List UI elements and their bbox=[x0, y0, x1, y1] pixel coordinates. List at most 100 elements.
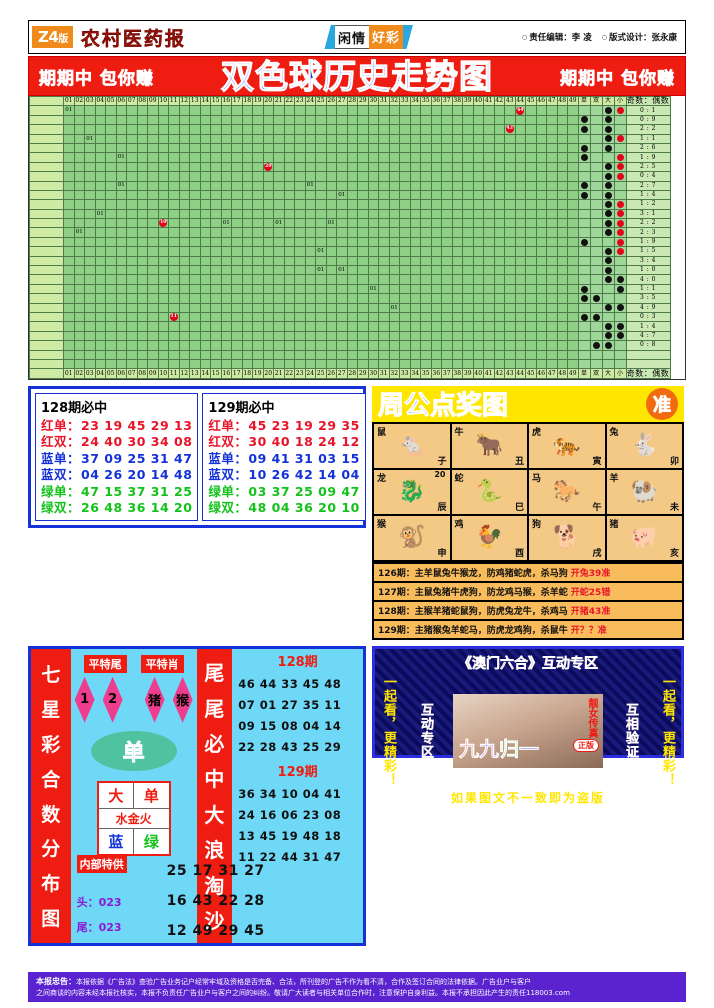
ad-verified-badge: 正版 bbox=[573, 738, 599, 752]
ad-left-inner: 互动专区 bbox=[418, 702, 433, 759]
grid-cell bbox=[178, 236, 190, 248]
grid-cell bbox=[84, 180, 96, 191]
grid-cell bbox=[493, 208, 505, 220]
grid-side-cell bbox=[589, 199, 603, 210]
grid-side-cell bbox=[589, 218, 603, 229]
indicator-dot bbox=[604, 163, 612, 171]
grid-side-header: 大 bbox=[601, 95, 615, 107]
grid-cell bbox=[273, 283, 285, 295]
grid-row bbox=[29, 358, 671, 370]
grid-cell bbox=[535, 208, 547, 220]
grid-cell bbox=[94, 199, 106, 210]
grid-cell bbox=[252, 114, 264, 126]
grid-cell bbox=[210, 180, 222, 191]
grid-cell bbox=[231, 152, 243, 163]
grid-side-header: 小 bbox=[613, 95, 627, 107]
grid-cell bbox=[210, 152, 222, 163]
inner-num-row-3: 12 49 29 45 bbox=[166, 922, 265, 939]
grid-cell bbox=[367, 152, 379, 163]
grid-cell bbox=[388, 349, 400, 360]
grid-side-cell bbox=[601, 265, 615, 276]
grid-cell bbox=[199, 208, 211, 220]
grid-cell bbox=[315, 236, 327, 248]
grid-cell bbox=[189, 180, 201, 191]
grid-cell bbox=[535, 302, 547, 314]
grid-cell bbox=[462, 265, 474, 276]
grid-cell bbox=[472, 236, 484, 248]
grid-cell bbox=[189, 340, 201, 351]
grid-cell bbox=[283, 311, 295, 323]
grid-row: 4 : 0 bbox=[29, 274, 671, 285]
grid-cell bbox=[472, 124, 484, 135]
grid-cell bbox=[126, 236, 138, 248]
grid-side-cell bbox=[577, 105, 591, 116]
grid-cell bbox=[189, 349, 201, 360]
grid-cell bbox=[126, 330, 138, 342]
grid-cell bbox=[273, 302, 285, 314]
grid-cell bbox=[525, 302, 537, 314]
grid-cell bbox=[567, 171, 579, 182]
grid-cell bbox=[378, 171, 390, 182]
grid-cell bbox=[157, 152, 169, 163]
grid-cell bbox=[241, 180, 253, 191]
zodiac-header: 周公点奖图 准 bbox=[372, 385, 684, 422]
grid-side-cell bbox=[577, 349, 591, 360]
grid-cell bbox=[168, 330, 180, 342]
vertical-title-char: 七 bbox=[41, 664, 61, 687]
grid-cell bbox=[73, 180, 85, 191]
grid-cell bbox=[157, 189, 169, 201]
grid-side-cell bbox=[601, 274, 615, 285]
indicator-dot bbox=[616, 285, 624, 293]
grid-cell bbox=[315, 227, 327, 238]
grid-cell bbox=[336, 321, 348, 332]
grid-cell bbox=[346, 246, 358, 257]
grid-side-cell bbox=[589, 227, 603, 238]
musthit-line-numbers: 04 26 20 14 48 bbox=[81, 467, 193, 483]
grid-cell bbox=[399, 199, 411, 210]
grid-cell bbox=[525, 218, 537, 229]
grid-cell bbox=[483, 142, 495, 154]
grid-cell bbox=[399, 236, 411, 248]
indicator-dot bbox=[604, 210, 612, 218]
zodiac-cell: 马 🐎 午 bbox=[529, 469, 605, 514]
grid-cell bbox=[336, 152, 348, 163]
grid-cell bbox=[346, 293, 358, 304]
grid-cell bbox=[241, 255, 253, 267]
grid-cell bbox=[105, 218, 117, 229]
grid-cell bbox=[336, 274, 348, 285]
grid-cell bbox=[357, 189, 369, 201]
grid-cell bbox=[178, 199, 190, 210]
grid-cell bbox=[409, 189, 421, 201]
grid-cell bbox=[136, 358, 148, 370]
zodiac-animal-icon: 🐇 bbox=[630, 433, 658, 459]
grid-row: 0 : 8 bbox=[29, 340, 671, 351]
grid-cell bbox=[115, 311, 127, 323]
period-128-rows: 46 44 33 45 48 07 01 27 35 11 09 15 08 04 … bbox=[234, 677, 361, 754]
grid-cell: 11 bbox=[168, 311, 180, 323]
grid-cell bbox=[399, 302, 411, 314]
grid-cell bbox=[231, 218, 243, 229]
grid-cell bbox=[283, 236, 295, 248]
grid-cell bbox=[546, 330, 558, 342]
grid-cell bbox=[399, 358, 411, 370]
grid-cell bbox=[252, 311, 264, 323]
indicator-dot bbox=[580, 125, 588, 133]
grid-cell bbox=[441, 340, 453, 351]
grid-cell bbox=[546, 133, 558, 144]
ad-panel[interactable]: 《澳门六合》互动专区 一起看，更精彩！ 互动专区 靓女传真 正版 九九归一 互相… bbox=[372, 640, 684, 946]
grid-cell bbox=[430, 180, 442, 191]
grid-cell bbox=[388, 199, 400, 210]
grid-col-header: 40 bbox=[472, 95, 484, 107]
grid-cell bbox=[525, 358, 537, 370]
grid-cell bbox=[514, 311, 526, 323]
ad-banner[interactable]: 《澳门六合》互动专区 一起看，更精彩！ 互动专区 靓女传真 正版 九九归一 互相… bbox=[372, 645, 684, 805]
grid-cell bbox=[346, 180, 358, 191]
indicator-dot bbox=[580, 182, 588, 190]
grid-side-cell bbox=[577, 189, 591, 201]
grid-cell bbox=[84, 105, 96, 116]
grid-mark: 01 bbox=[390, 304, 398, 311]
grid-ratio-cell: 2 : 7 bbox=[625, 180, 671, 191]
grid-cell bbox=[189, 321, 201, 332]
grid-cell bbox=[441, 330, 453, 342]
